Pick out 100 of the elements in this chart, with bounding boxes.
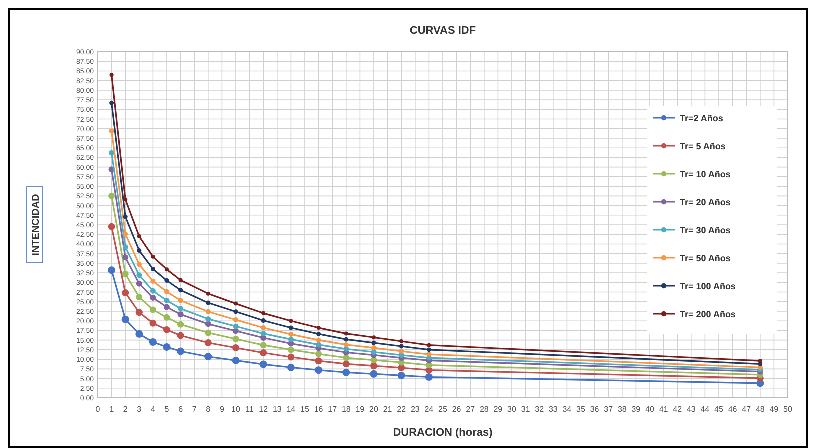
point [234,310,238,314]
point [232,336,240,342]
point [122,316,130,324]
point [232,356,240,364]
x-tick-label: 1 [110,405,115,414]
point [108,223,116,230]
point [260,342,267,349]
point [289,319,294,324]
legend-label: Tr= 100 Años [680,282,736,292]
point [288,336,294,342]
point [164,289,170,294]
x-tick-label: 3 [137,405,142,414]
point [316,338,322,343]
point [234,302,238,306]
x-tick-label: 14 [286,405,296,414]
x-tick-label: 49 [770,405,780,414]
point [398,364,406,372]
x-tick-label: 18 [342,405,352,414]
legend-label: Tr= 5 Años [680,142,726,152]
point [206,292,210,296]
point [233,324,239,330]
point [316,332,322,336]
x-tick-label: 35 [576,405,586,414]
point [288,346,294,354]
point [109,150,115,156]
x-tick-label: 42 [673,405,683,414]
point [425,373,433,381]
point [110,73,114,78]
x-tick-label: 24 [424,405,434,414]
x-tick-label: 38 [618,405,628,414]
point [399,348,404,354]
x-tick-label: 26 [452,405,462,414]
point [370,370,378,378]
point [164,314,170,321]
x-tick-label: 8 [206,405,212,414]
point [261,318,266,323]
point [123,232,128,237]
x-tick-label: 40 [646,405,655,414]
point [372,336,376,340]
x-tick-label: 7 [192,405,198,414]
point [150,266,156,272]
point [108,192,116,200]
x-tick-label: 33 [548,405,558,414]
x-tick-label: 16 [314,405,324,414]
x-tick-label: 20 [370,405,379,414]
point [178,312,184,318]
x-tick-label: 37 [604,405,614,414]
point [288,354,295,361]
legend-label: Tr= 10 Años [680,170,731,180]
point [136,280,142,287]
x-tick-label: 13 [272,405,282,414]
x-tick-label: 44 [700,405,710,414]
point [262,311,266,316]
point [758,359,762,364]
point [137,248,142,254]
x-tick-label: 31 [521,405,531,414]
point [315,358,322,365]
x-tick-label: 43 [686,405,696,414]
point [372,346,376,351]
point [136,330,144,338]
point [123,214,128,220]
point [164,304,170,310]
x-tick-label: 46 [728,405,738,414]
point [137,234,142,239]
point [164,326,170,334]
x-tick-label: 27 [466,405,476,414]
x-tick-label: 4 [150,405,156,414]
x-tick-label: 39 [632,405,642,414]
point [204,353,212,361]
legend-label: Tr= 30 Años [680,226,731,236]
point [260,360,268,368]
x-tick-label: 28 [480,405,490,414]
point [287,364,295,372]
point [315,366,323,374]
point [150,295,156,302]
point [372,340,376,346]
x-tick-label: 10 [232,405,241,414]
point [426,348,432,352]
point [136,294,143,301]
legend-label: Tr= 20 Años [680,198,731,208]
point [206,309,211,314]
x-tick-label: 21 [383,405,393,414]
x-tick-label: 22 [397,405,407,414]
x-tick-label: 41 [659,405,669,414]
x-tick-label: 50 [784,405,793,414]
point [344,337,349,342]
point [234,317,238,322]
point [124,198,128,202]
point [260,350,268,357]
point [400,339,404,344]
legend-label: Tr= 200 Años [680,310,736,320]
point [164,278,170,283]
point [232,344,240,352]
x-tick-label: 29 [494,405,504,414]
point [205,330,212,336]
point [342,360,350,368]
x-tick-label: 0 [96,405,101,414]
x-tick-label: 30 [508,405,517,414]
point [399,344,404,349]
point [344,342,349,348]
